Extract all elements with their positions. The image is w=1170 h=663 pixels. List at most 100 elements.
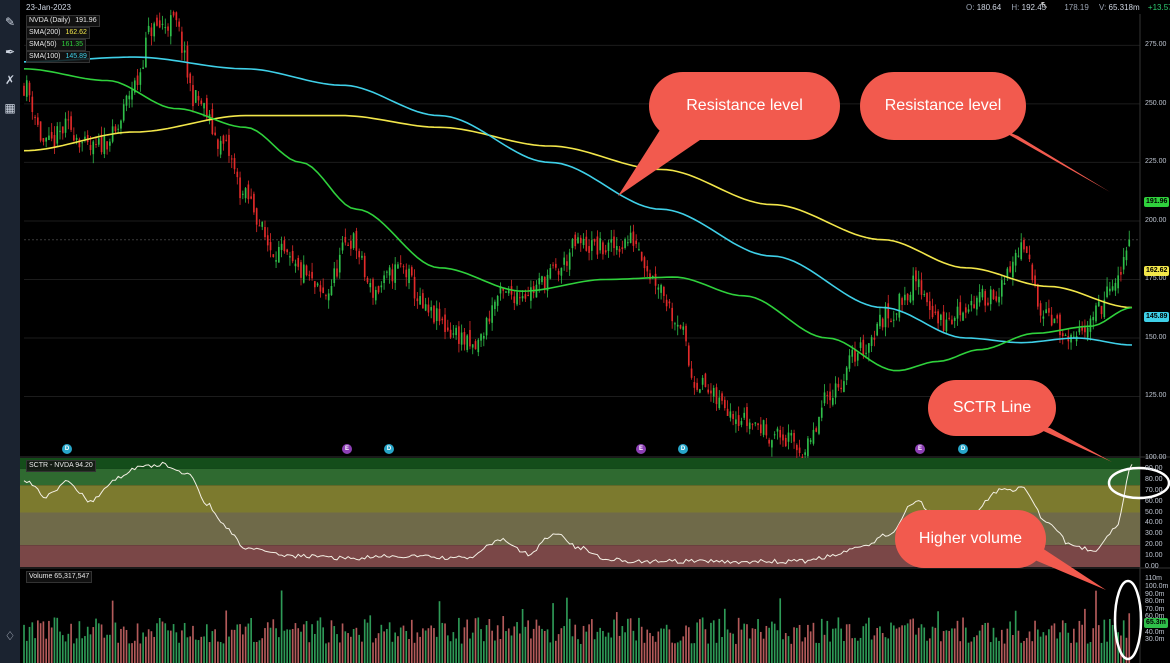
candle-body (205, 98, 208, 118)
candle-body (336, 268, 338, 277)
candle-body (219, 140, 222, 155)
volume-title[interactable]: Volume 65,317,547 (26, 571, 93, 583)
volume-bar (369, 615, 372, 663)
volume-bar (613, 619, 615, 663)
y-tick-label: 70.00 (1145, 486, 1163, 494)
candle-body (527, 294, 529, 296)
candle-body (890, 320, 892, 322)
dividend-marker[interactable]: D (384, 444, 394, 454)
volume-bar (1009, 621, 1011, 663)
candle-body (538, 278, 541, 285)
candle-body (685, 325, 687, 342)
volume-bar (1106, 641, 1108, 663)
sctr-title[interactable]: SCTR - NVDA 94.20 (26, 460, 96, 472)
earnings-marker[interactable]: E (915, 444, 925, 454)
volume-bar (350, 636, 352, 663)
volume-bar (654, 641, 657, 663)
candle-body (278, 246, 280, 263)
candle-body (876, 323, 878, 336)
layout-grid-icon[interactable]: ▦ (4, 101, 16, 115)
candle-body (895, 313, 898, 315)
candle-body (214, 132, 216, 135)
volume-bar (347, 633, 349, 663)
volume-bar (588, 624, 590, 663)
y-tick-label: 20.00 (1145, 541, 1163, 549)
volume-bar (676, 642, 679, 663)
dividend-marker[interactable]: D (678, 444, 688, 454)
volume-bar (208, 642, 211, 663)
volume-bar (244, 626, 247, 663)
candle-body (931, 305, 934, 318)
candle-body (787, 432, 790, 442)
y-tick-label: 30.0m (1145, 636, 1165, 644)
candle-body (856, 353, 859, 361)
candle-body (419, 296, 421, 305)
candle-body (699, 389, 701, 393)
candle-body (1125, 250, 1128, 261)
candle-body (97, 138, 100, 145)
brush-icon[interactable]: ✒ (4, 45, 16, 59)
candle-body (48, 135, 50, 140)
candle-body (37, 117, 39, 125)
legend-sma200[interactable]: SMA(200) 162.62 (26, 27, 90, 39)
candle-body (962, 312, 964, 321)
volume-bar (555, 640, 557, 663)
volume-bar (518, 633, 521, 663)
volume-bar (355, 627, 358, 663)
volume-bar (687, 627, 690, 663)
legend-sma100[interactable]: SMA(100) 145.89 (26, 51, 90, 63)
volume-bar (571, 636, 574, 663)
candle-body (798, 447, 801, 454)
volume-bar (1028, 631, 1031, 663)
volume-bar (446, 635, 449, 663)
candle-body (358, 251, 361, 258)
candle-body (951, 319, 953, 324)
candle-body (139, 72, 142, 85)
volume-bar (563, 626, 565, 663)
high-label: H: (1011, 3, 1020, 12)
volume-bar (1048, 629, 1050, 663)
volume-bar (300, 631, 302, 663)
volume-callout-pointer (1030, 548, 1106, 590)
volume-bar (973, 637, 975, 663)
candle-body (181, 31, 183, 53)
sctr-highlight-ellipse (1107, 466, 1170, 500)
earnings-marker[interactable]: E (342, 444, 352, 454)
volume-bar (1078, 620, 1081, 663)
volume-bar (86, 626, 89, 663)
legend-price[interactable]: NVDA (Daily) 191.96 (26, 15, 100, 27)
volume-bar (50, 627, 53, 663)
y-tick-label: 80.0m (1145, 598, 1165, 606)
volume-bar (1061, 620, 1064, 663)
candle-body (106, 141, 108, 150)
volume-bar (602, 630, 604, 663)
volume-bar (266, 622, 269, 663)
volume-bar (366, 622, 369, 663)
candle-body (435, 308, 438, 322)
volume-bar (629, 618, 632, 663)
candle-body (23, 85, 25, 96)
volume-bar (818, 643, 820, 663)
candle-body (89, 144, 92, 151)
volume-bar (543, 630, 546, 663)
legend-sma50[interactable]: SMA(50) 161.35 (26, 39, 86, 51)
volume-bar (117, 642, 120, 663)
volume-bar (604, 636, 607, 663)
candle-body (887, 303, 890, 319)
alert-bell-icon[interactable]: ♢ (4, 629, 16, 643)
volume-bar (967, 642, 970, 663)
annotations (618, 124, 1170, 661)
volume-bar (876, 627, 878, 663)
paint-bucket-icon[interactable]: ✎ (4, 15, 16, 29)
volume-bar (976, 635, 978, 663)
candle-body (131, 89, 133, 100)
dividend-marker[interactable]: D (958, 444, 968, 454)
dividend-marker[interactable]: D (62, 444, 72, 454)
candle-body (687, 345, 690, 366)
open-label: O: (966, 3, 975, 12)
volume-bar (103, 637, 106, 663)
tools-icon[interactable]: ✗ (4, 73, 16, 87)
earnings-marker[interactable]: E (636, 444, 646, 454)
candle-body (956, 306, 959, 319)
volume-bar (541, 628, 543, 663)
